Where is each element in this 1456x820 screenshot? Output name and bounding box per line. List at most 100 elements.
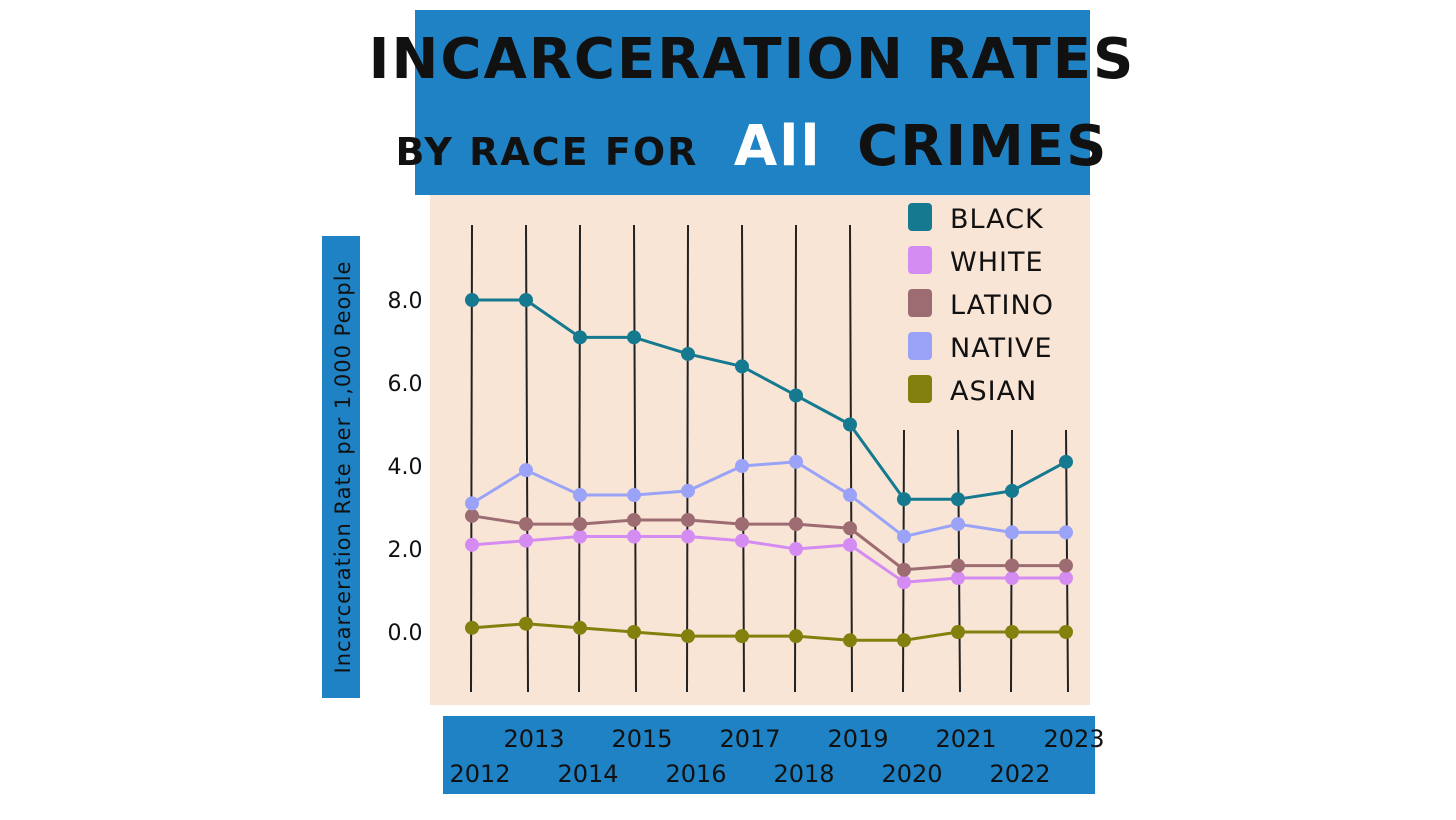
data-point (681, 346, 695, 361)
series-layer (465, 293, 1073, 648)
x-axis-banner (443, 716, 1095, 794)
data-point (951, 571, 965, 586)
legend-label: WHITE (950, 247, 1044, 278)
data-point (789, 454, 803, 469)
data-point (573, 529, 587, 544)
data-point (897, 575, 911, 590)
legend-label: BLACK (950, 204, 1044, 235)
series-line (472, 298, 1067, 501)
data-point (681, 529, 695, 544)
data-point (843, 537, 857, 552)
data-point (1059, 525, 1073, 540)
x-tick-label: 2023 (1043, 725, 1104, 753)
x-tick-label: 2012 (449, 760, 510, 788)
series-white (465, 529, 1073, 590)
y-tick-label: 2.0 (388, 538, 423, 563)
data-point (789, 542, 803, 556)
data-point (735, 459, 749, 473)
data-point (843, 488, 857, 503)
x-tick-label: 2021 (935, 725, 996, 753)
y-tick-label: 8.0 (388, 289, 423, 314)
data-point (573, 488, 587, 503)
data-point (897, 492, 911, 507)
legend-label: NATIVE (950, 333, 1053, 364)
data-point (465, 508, 479, 523)
data-point (951, 558, 965, 573)
data-point (897, 562, 911, 577)
data-point (519, 517, 533, 532)
data-point (897, 529, 911, 544)
data-point (1059, 558, 1073, 573)
data-point (627, 512, 641, 527)
chart-title-line2-after: CRIMES (857, 114, 1108, 179)
data-point (735, 533, 749, 548)
chart-title-line1: INCARCERATION RATES (369, 27, 1136, 92)
data-point (843, 633, 857, 648)
series-line (471, 535, 1066, 584)
x-tick-labels: 2012 2013 2014 2015 2016 2017 2018 2019 2020 2021… (449, 725, 1104, 788)
data-point (1005, 625, 1019, 639)
legend-label: LATINO (950, 290, 1054, 321)
x-tick-label: 2020 (881, 760, 942, 788)
data-point (897, 633, 911, 648)
y-axis-label: Incarceration Rate per 1,000 People (331, 261, 355, 674)
chart-title-emphasis: All (734, 114, 822, 179)
data-point (1059, 454, 1073, 469)
y-tick-label: 4.0 (388, 455, 423, 480)
data-point (465, 620, 479, 635)
data-point (843, 417, 857, 432)
x-tick-label: 2022 (989, 760, 1050, 788)
data-point (519, 293, 533, 307)
x-tick-label: 2016 (665, 760, 726, 788)
data-point (627, 330, 641, 345)
x-tick-label: 2015 (611, 725, 672, 753)
x-tick-label: 2017 (719, 725, 780, 753)
grid-line (902, 429, 905, 693)
series-line (471, 460, 1066, 539)
grid-line (741, 224, 745, 693)
data-point (627, 488, 641, 503)
x-tick-label: 2018 (773, 760, 834, 788)
series-asian (465, 616, 1073, 648)
data-point (1059, 625, 1073, 639)
y-tick-label: 6.0 (388, 372, 423, 397)
chart-title-line2-before: BY RACE FOR (395, 130, 698, 174)
legend-swatch (908, 289, 932, 317)
data-point (789, 629, 803, 644)
data-point (951, 517, 965, 532)
data-point (789, 517, 803, 532)
data-point (465, 496, 479, 511)
data-point (1059, 571, 1073, 586)
plot-background (430, 195, 1090, 705)
x-tick-label: 2014 (557, 760, 618, 788)
data-point (465, 537, 479, 552)
data-point (1005, 558, 1019, 573)
data-point (1005, 571, 1019, 586)
data-point (627, 625, 641, 639)
legend-swatch (908, 203, 932, 231)
x-tick-label: 2019 (827, 725, 888, 753)
series-native (465, 454, 1073, 544)
legend: BLACK WHITE LATINO NATIVE ASIAN (908, 203, 1054, 407)
data-point (951, 492, 965, 507)
data-point (627, 529, 641, 544)
title-banner (415, 10, 1090, 195)
data-point (681, 512, 695, 527)
data-point (681, 629, 695, 644)
legend-swatch (908, 246, 932, 274)
data-point (573, 330, 587, 345)
data-point (951, 625, 965, 639)
grid-line (686, 224, 689, 693)
data-point (735, 359, 749, 374)
series-latino (465, 508, 1073, 577)
y-tick-labels: 0.0 2.0 4.0 6.0 8.0 (388, 289, 423, 646)
grid-line (633, 224, 637, 693)
y-tick-label: 0.0 (388, 621, 423, 646)
grid-line (849, 224, 853, 693)
data-point (519, 616, 533, 631)
data-point (573, 517, 587, 532)
data-point (1005, 483, 1019, 498)
data-point (789, 388, 803, 403)
ylabel-banner (322, 236, 360, 698)
series-line (471, 514, 1066, 572)
